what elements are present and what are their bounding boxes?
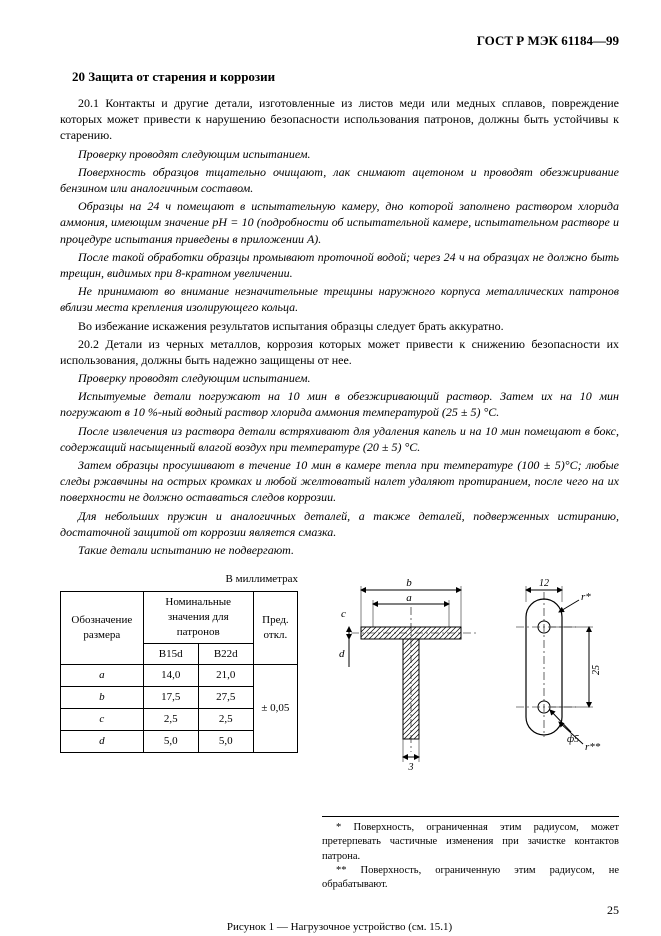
para-20-2: 20.2 Детали из черных металлов, коррозия… (60, 336, 619, 368)
dim-12: 12 (539, 578, 549, 589)
section-title: 20 Защита от старения и коррозии (72, 68, 619, 86)
cell-v1: 5,0 (143, 730, 198, 752)
col-b15d: B15d (143, 643, 198, 665)
para-box: После извлечения из раствора детали встр… (60, 423, 619, 455)
cell-sym: c (61, 709, 144, 731)
side-view: 12 25 ф5 r* r** (516, 578, 602, 753)
page-number: 25 (607, 902, 619, 918)
para-after: После такой обработки образцы промывают … (60, 249, 619, 281)
dim-d: d (339, 648, 345, 660)
dim-r2: r** (585, 741, 601, 753)
para-ignore: Не принимают во внимание незначительные … (60, 283, 619, 315)
cell-v1: 14,0 (143, 665, 198, 687)
table-row: a 14,0 21,0 ± 0,05 (61, 665, 298, 687)
para-surface: Поверхность образцов тщательно очищают, … (60, 164, 619, 196)
dim-phi5: ф5 (567, 734, 579, 745)
dimensions-table: Обозначение размера Номинальные значения… (60, 591, 298, 753)
cell-v2: 5,0 (198, 730, 253, 752)
cell-sym: b (61, 687, 144, 709)
para-dry: Затем образцы просушивают в течение 10 м… (60, 457, 619, 506)
para-20-1: 20.1 Контакты и другие детали, изготовле… (60, 95, 619, 144)
col-size: Обозначение размера (61, 592, 144, 665)
footnote-2: ** Поверхность, ограниченную этим радиус… (322, 864, 619, 892)
para-dip: Испытуемые детали погружают на 10 мин в … (60, 388, 619, 420)
front-view: b a c d 3 (339, 577, 476, 773)
cell-sym: d (61, 730, 144, 752)
para-careful: Во избежание искажения результатов испыт… (60, 318, 619, 334)
cell-v1: 2,5 (143, 709, 198, 731)
dim-a: a (406, 592, 412, 604)
cell-v2: 27,5 (198, 687, 253, 709)
col-tol: Пред. откл. (253, 592, 297, 665)
footnote-1: * Поверхность, ограниченная этим радиусо… (322, 821, 619, 864)
units-caption: В миллиметрах (60, 572, 298, 587)
footnotes: * Поверхность, ограниченная этим радиусо… (322, 816, 619, 892)
figure-caption: Рисунок 1 — Нагрузочное устройство (см. … (60, 920, 619, 935)
cell-v1: 17,5 (143, 687, 198, 709)
col-b22d: B22d (198, 643, 253, 665)
dim-c: c (341, 608, 346, 620)
table-header-row: Обозначение размера Номинальные значения… (61, 592, 298, 644)
para-exempt: Такие детали испытанию не подвергают. (60, 542, 619, 558)
cell-sym: a (61, 665, 144, 687)
dim-25: 25 (591, 665, 602, 675)
cell-v2: 2,5 (198, 709, 253, 731)
para-springs: Для небольших пружин и аналогичных детал… (60, 508, 619, 540)
dim-3: 3 (407, 762, 413, 773)
document-id: ГОСТ Р МЭК 61184—99 (60, 32, 619, 50)
figure-diagram: b a c d 3 (331, 572, 611, 802)
para-check-2: Проверку проводят следующим испытанием. (60, 370, 619, 386)
para-24h: Образцы на 24 ч помещают в испытательную… (60, 198, 619, 247)
cell-v2: 21,0 (198, 665, 253, 687)
para-check: Проверку проводят следующим испытанием. (60, 146, 619, 162)
dim-r1: r* (581, 591, 591, 603)
cell-tol: ± 0,05 (253, 665, 297, 752)
dim-b: b (406, 577, 412, 589)
col-nominal: Номинальные значения для патронов (143, 592, 253, 644)
